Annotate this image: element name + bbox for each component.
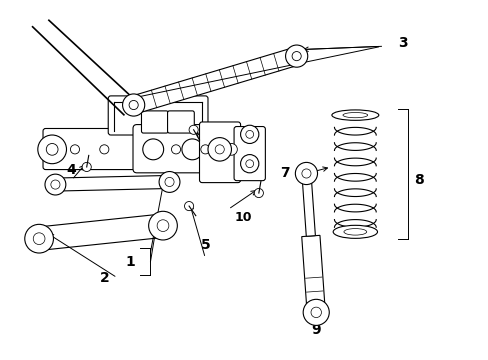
Circle shape	[82, 162, 91, 171]
Circle shape	[122, 94, 144, 116]
FancyBboxPatch shape	[108, 96, 207, 135]
FancyBboxPatch shape	[167, 111, 194, 133]
Circle shape	[164, 177, 174, 186]
Circle shape	[100, 145, 109, 154]
Text: 2: 2	[99, 271, 109, 285]
Circle shape	[301, 169, 310, 178]
Text: 1: 1	[125, 255, 135, 269]
Circle shape	[207, 138, 231, 161]
Circle shape	[33, 233, 45, 244]
Text: 5: 5	[200, 238, 210, 252]
Circle shape	[46, 144, 58, 155]
Circle shape	[70, 145, 80, 154]
FancyBboxPatch shape	[133, 125, 212, 173]
FancyBboxPatch shape	[234, 126, 265, 181]
Circle shape	[189, 125, 198, 134]
Circle shape	[38, 135, 66, 164]
Circle shape	[157, 220, 168, 231]
FancyBboxPatch shape	[43, 129, 234, 170]
Circle shape	[142, 139, 163, 160]
Circle shape	[225, 144, 237, 155]
Circle shape	[285, 45, 307, 67]
Circle shape	[291, 51, 301, 61]
FancyBboxPatch shape	[141, 111, 168, 133]
Circle shape	[245, 160, 253, 168]
Circle shape	[184, 202, 193, 211]
Ellipse shape	[343, 229, 366, 235]
Circle shape	[45, 174, 66, 195]
Ellipse shape	[342, 113, 367, 118]
Text: 3: 3	[397, 36, 407, 50]
Circle shape	[217, 135, 245, 164]
Circle shape	[201, 145, 209, 154]
Circle shape	[148, 211, 177, 240]
Circle shape	[240, 125, 258, 144]
Circle shape	[245, 130, 253, 138]
Circle shape	[303, 299, 328, 325]
Text: 10: 10	[234, 211, 252, 224]
Polygon shape	[301, 235, 324, 306]
Polygon shape	[131, 48, 299, 114]
Circle shape	[171, 145, 180, 154]
Text: 6: 6	[221, 140, 231, 154]
FancyBboxPatch shape	[199, 122, 240, 183]
Text: 8: 8	[413, 173, 423, 187]
Circle shape	[51, 180, 60, 189]
Polygon shape	[55, 175, 169, 191]
Circle shape	[295, 162, 317, 185]
Circle shape	[182, 139, 203, 160]
Circle shape	[25, 224, 53, 253]
Circle shape	[254, 189, 263, 198]
Circle shape	[310, 307, 321, 318]
Circle shape	[240, 154, 258, 173]
Text: 9: 9	[311, 323, 321, 337]
Polygon shape	[301, 173, 315, 236]
Ellipse shape	[331, 110, 378, 120]
Circle shape	[129, 100, 138, 109]
Text: 4: 4	[67, 163, 77, 177]
Circle shape	[159, 171, 180, 192]
Ellipse shape	[332, 225, 377, 238]
Text: 7: 7	[280, 166, 289, 180]
Circle shape	[215, 145, 224, 154]
Polygon shape	[38, 214, 164, 250]
